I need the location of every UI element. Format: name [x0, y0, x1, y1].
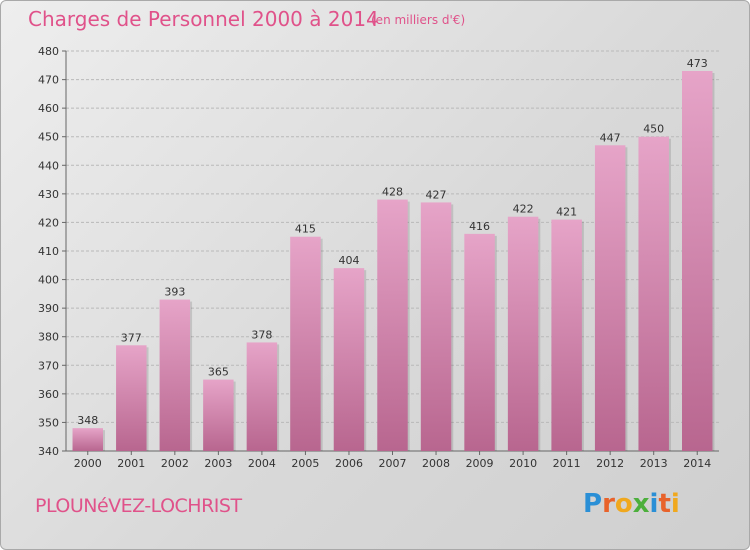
- x-tick-label: 2010: [509, 457, 537, 470]
- bar-value-label: 473: [687, 57, 708, 70]
- y-tick-label: 380: [38, 331, 59, 344]
- y-tick-label: 460: [38, 102, 59, 115]
- bar-value-label: 422: [513, 203, 534, 216]
- bar: [681, 71, 713, 451]
- bar-value-label: 393: [164, 286, 185, 299]
- y-tick-label: 440: [38, 159, 59, 172]
- logo-letter: t: [658, 489, 671, 519]
- x-tick-label: 2013: [640, 457, 668, 470]
- logo-letter: i: [649, 489, 659, 519]
- bar-value-label: 365: [208, 366, 229, 379]
- bar: [116, 345, 147, 451]
- chart-subtitle: (en milliers d'€): [371, 13, 466, 27]
- chart-title: Charges de Personnel 2000 à 2014: [28, 7, 379, 31]
- x-tick-label: 2001: [117, 457, 145, 470]
- bar: [203, 379, 234, 451]
- bar: [507, 216, 539, 451]
- y-tick-label: 420: [38, 216, 59, 229]
- bars: 348 377 393 365 378 415 404 428 427 416 422 421 447 4…: [72, 57, 715, 452]
- bar: [594, 145, 626, 452]
- x-tick-label: 2008: [422, 457, 450, 470]
- x-tick-label: 2007: [379, 457, 407, 470]
- x-tick-label: 2000: [74, 457, 102, 470]
- bar-value-label: 427: [426, 188, 447, 201]
- y-tick-label: 400: [38, 274, 59, 287]
- x-tick-label: 2002: [161, 457, 189, 470]
- bar-value-label: 415: [295, 223, 316, 236]
- bar: [464, 233, 495, 451]
- y-tick-label: 350: [38, 416, 59, 429]
- bar: [290, 236, 321, 451]
- x-tick-label: 2012: [596, 457, 624, 470]
- x-tick-label: 2005: [291, 457, 319, 470]
- bar: [72, 428, 104, 451]
- bar-value-label: 416: [469, 220, 490, 233]
- x-tick-label: 2006: [335, 457, 363, 470]
- x-tick-label: 2004: [248, 457, 276, 470]
- y-tick-label: 370: [38, 359, 59, 372]
- bar: [551, 219, 582, 451]
- bar-value-label: 348: [77, 414, 98, 427]
- y-tick-label: 390: [38, 302, 59, 315]
- bar-value-label: 428: [382, 186, 403, 199]
- y-tick-label: 360: [38, 388, 59, 401]
- logo-letter: o: [614, 489, 633, 519]
- logo-letter: i: [670, 489, 680, 519]
- bar-value-label: 377: [121, 331, 142, 344]
- bar: [377, 199, 408, 451]
- y-tick-label: 430: [38, 188, 59, 201]
- bar: [333, 268, 365, 451]
- bar: [159, 299, 191, 451]
- proxiti-logo[interactable]: Proxiti: [583, 489, 680, 519]
- bar-value-label: 378: [251, 328, 272, 341]
- bar-value-label: 421: [556, 206, 577, 219]
- y-tick-label: 480: [38, 45, 59, 58]
- y-tick-label: 450: [38, 131, 59, 144]
- y-tick-label: 470: [38, 74, 59, 87]
- logo-letter: r: [602, 489, 615, 519]
- bar: [246, 342, 278, 451]
- x-tick-label: 2011: [553, 457, 581, 470]
- bar: [638, 136, 669, 451]
- bar-value-label: 404: [338, 254, 359, 267]
- x-tick-label: 2009: [466, 457, 494, 470]
- x-tick-label: 2003: [204, 457, 232, 470]
- bar: [420, 202, 452, 451]
- bar-value-label: 450: [643, 123, 664, 136]
- commune-name: PLOUNéVEZ-LOCHRIST: [35, 495, 242, 517]
- y-tick-label: 410: [38, 245, 59, 258]
- x-tick-label: 2014: [683, 457, 711, 470]
- logo-letter: P: [583, 489, 603, 519]
- axes: 340 350 360 370 380 390 400 410 420 430 440 450 460 4…: [38, 45, 719, 470]
- bar-value-label: 447: [600, 131, 621, 144]
- y-tick-label: 340: [38, 445, 59, 458]
- logo-letter: x: [632, 489, 650, 519]
